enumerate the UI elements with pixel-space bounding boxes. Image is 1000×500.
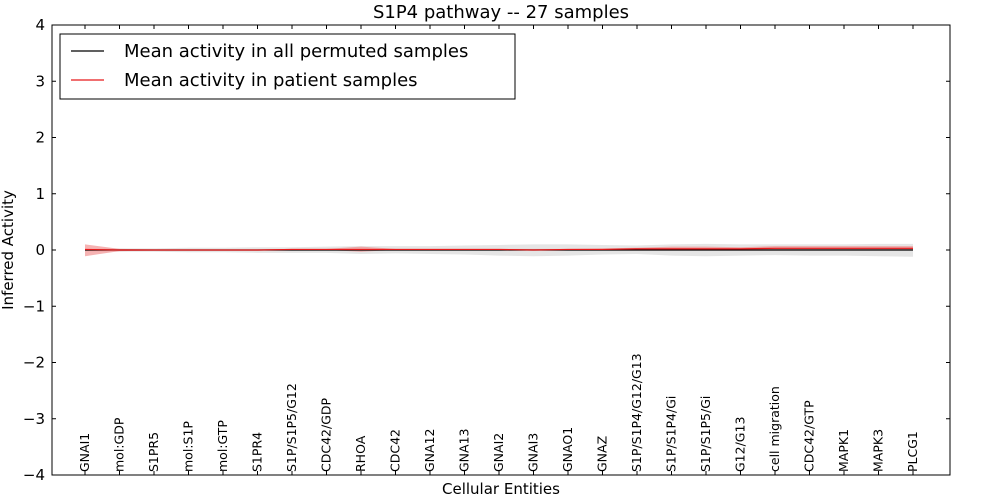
y-tick-label: 2 [35, 129, 45, 147]
legend-box [59, 33, 516, 100]
y-tick-label: −2 [23, 354, 45, 372]
x-axis-categories: GNAI1 mol:GDP S1PR5 mol:S1P mol:GTP S1PR4 S1P/… [77, 25, 920, 475]
x-tick-label: S1PR4 [250, 432, 265, 472]
legend-label-patient: Mean activity in patient samples [124, 70, 418, 91]
band-patient [85, 244, 913, 257]
y-tick-label: −4 [23, 466, 45, 484]
x-tick-label: CDC42/GTP [802, 400, 817, 472]
x-tick-label: GNAI2 [491, 433, 506, 472]
legend: Mean activity in all permuted samples Me… [59, 33, 516, 100]
x-tick-label: GNAI1 [77, 433, 92, 472]
x-tick-label: S1P/S1P4/Gi [664, 396, 679, 472]
y-tick-label: −3 [23, 410, 45, 428]
x-tick-label: G12/G13 [733, 417, 748, 472]
y-tick-label: 4 [35, 16, 45, 34]
series-line-patient [84, 247, 913, 251]
x-tick-label: MAPK1 [836, 429, 851, 472]
y-tick-label: 3 [35, 72, 45, 90]
x-tick-label: mol:GDP [112, 417, 127, 472]
x-axis-label: Cellular Entities [442, 480, 560, 498]
x-tick-label: RHOA [353, 435, 368, 472]
x-tick-label: mol:GTP [215, 420, 230, 472]
y-tick-label: 1 [35, 185, 45, 203]
x-tick-label: MAPK3 [871, 429, 886, 472]
y-tick-label: 0 [35, 241, 45, 259]
series-lines [84, 247, 913, 251]
x-tick-label: GNA12 [422, 429, 437, 473]
x-tick-label: GNAO1 [560, 427, 575, 472]
x-tick-label: CDC42 [388, 429, 403, 472]
legend-label-permuted: Mean activity in all permuted samples [124, 41, 468, 62]
x-tick-label: cell migration [767, 386, 782, 472]
x-tick-label: S1P/S1P5/G12 [284, 383, 299, 472]
y-axis: 4 3 2 1 0 −1 −2 −3 −4 [23, 16, 950, 484]
x-tick-label: GNAZ [595, 436, 610, 472]
x-tick-label: GNAI3 [526, 433, 541, 472]
x-tick-label: S1P/S1P4/G12/G13 [629, 353, 644, 472]
x-tick-label: PLCG1 [905, 431, 920, 472]
x-tick-label: CDC42/GDP [319, 397, 334, 472]
y-tick-label: −1 [23, 297, 45, 315]
x-tick-label: mol:S1P [181, 421, 196, 472]
x-tick-label: S1PR5 [146, 432, 161, 472]
chart-title: S1P4 pathway -- 27 samples [373, 2, 629, 23]
x-tick-label: S1P/S1P5/Gi [698, 396, 713, 472]
y-axis-label: Inferred Activity [0, 190, 17, 310]
x-tick-label: GNA13 [457, 429, 472, 473]
